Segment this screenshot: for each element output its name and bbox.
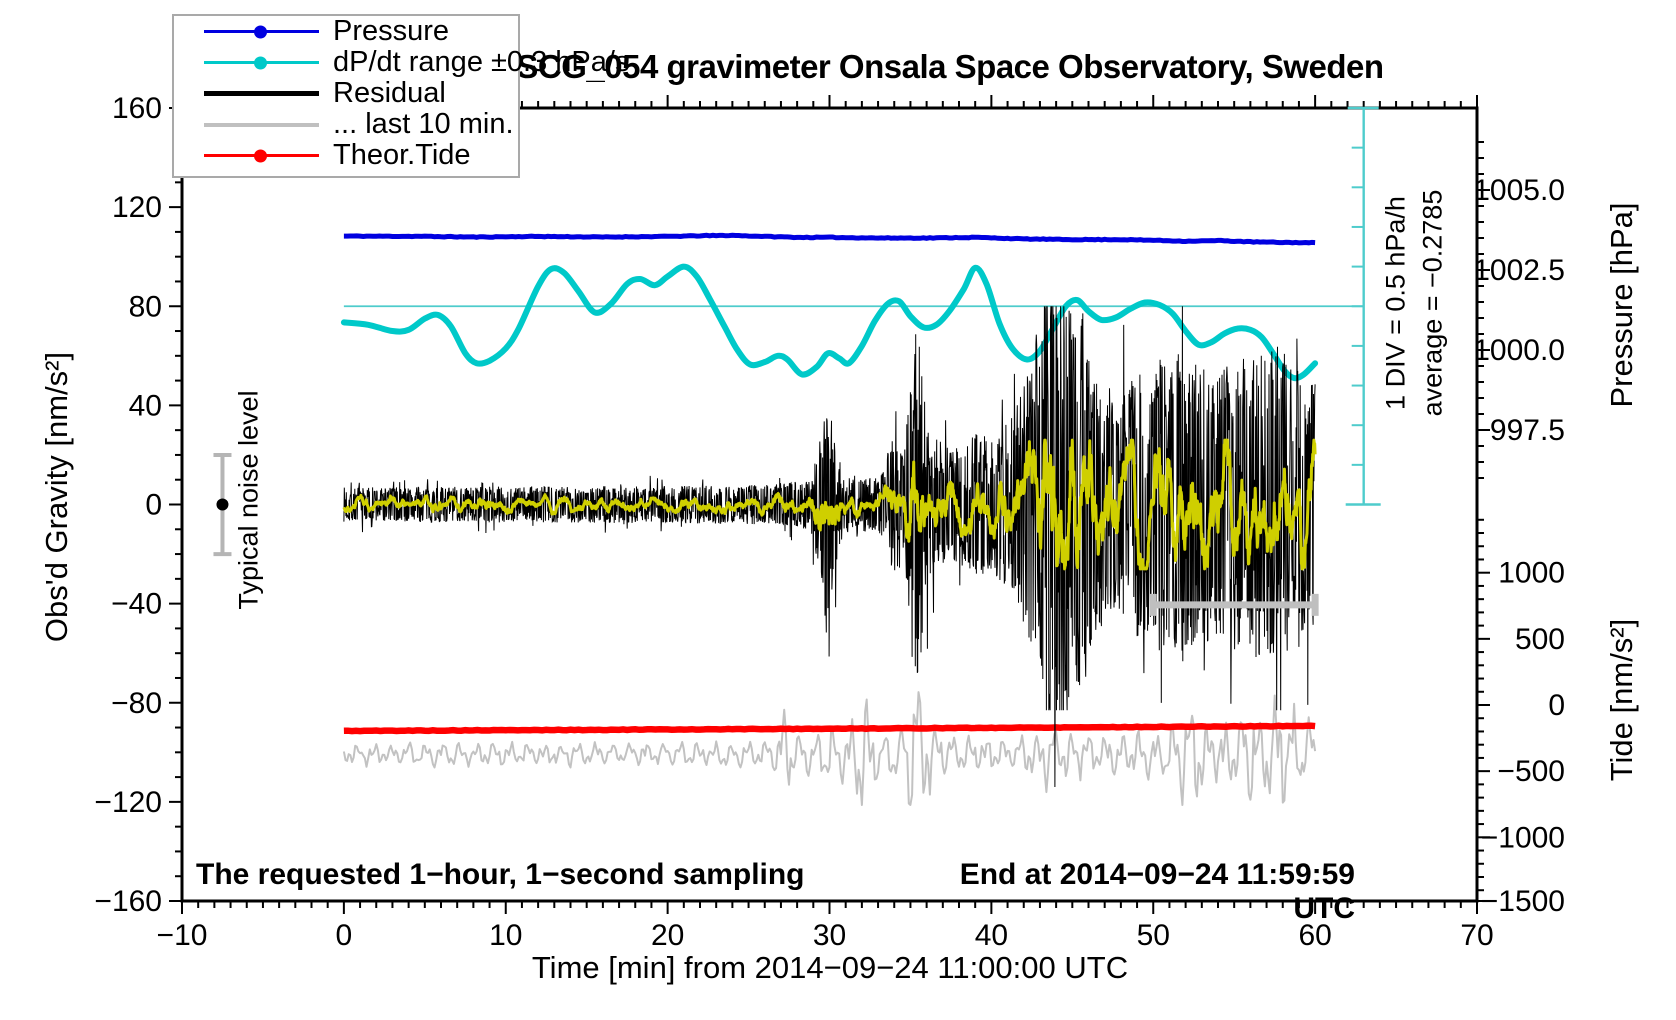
residual-series-line [343,306,1316,788]
tide-tick-label: 0 [1548,689,1565,722]
legend-sample-line [204,25,319,38]
legend-sample-line [204,91,319,96]
pressure-tick-label: 997.5 [1490,414,1565,447]
tide-tick-label: −1000 [1481,821,1565,854]
gravity-tick-label: −80 [111,687,162,720]
pressure-tick-label: 1002.5 [1473,254,1565,287]
legend-item-label: ... last 10 min. [333,108,514,140]
legend-sample-line [204,56,319,69]
x-tick-label: 50 [1137,919,1170,952]
pressure-tick-label: 1005.0 [1473,174,1565,207]
x-tick-label: 70 [1460,919,1493,952]
chart-title: SCG_054 gravimeter Onsala Space Observat… [516,48,1384,85]
residual-smooth-line [342,438,1317,571]
typical-noise-errorbar [213,452,232,557]
typical-noise-label: Typical noise level [233,390,264,610]
x-tick-label: 0 [336,919,353,952]
x-axis-title: Time [min] from 2014−09−24 11:00:00 UTC [531,950,1129,985]
tide-axis-title: Tide [nm/s²] [1604,618,1639,782]
legend-item-label: Pressure [333,15,450,47]
average-label: average = −0.2785 [1417,189,1448,417]
tide-residual-gray-line [342,691,1317,806]
div-scale-ruler [1345,106,1381,506]
tide-tick-label: −500 [1497,755,1565,788]
legend-sample-line [204,122,319,127]
theor-tide-line [343,722,1316,735]
legend-item-dp-dt-range-0-3-hpa-s: dP/dt range ±0.3 hPa/s [174,46,629,78]
sampling-note: The requested 1−hour, 1−second sampling [196,858,805,891]
pressure-series-line [343,232,1316,246]
legend-item-label: dP/dt range ±0.3 hPa/s [333,46,630,78]
gravity-tick-label: 40 [129,389,162,422]
legend-item-theor-tide: Theor.Tide [174,139,518,171]
pressure-tick-label: 1000.0 [1473,334,1565,367]
end-time-note: End at 2014−09−24 11:59:59 UTC [959,858,1355,925]
gravity-tick-label: 0 [145,489,162,522]
legend-sample-line [204,149,319,162]
noise-center-dot [216,498,229,511]
legend: Pressure dP/dt range ±0.3 hPa/s Residual..… [172,14,629,178]
x-tick-label: −10 [157,919,208,952]
gravity-axis-ticks: 160 120 80 40 0 −40 −80 −120 −160 [94,92,182,918]
tide-tick-label: 1000 [1498,557,1565,590]
x-tick-label: 10 [489,919,522,952]
legend-item-pressure: Pressure [174,15,518,47]
gravity-axis-title: Obs'd Gravity [nm/s²] [39,351,74,643]
gravity-tick-label: 120 [112,191,162,224]
legend-sample-dot [254,56,267,69]
last-10-min-bar [1149,593,1319,616]
tide-tick-label: −1500 [1481,885,1565,918]
gravity-tick-label: −40 [111,588,162,621]
x-tick-label: 20 [651,919,684,952]
gravity-tick-label: −120 [94,786,162,819]
tide-tick-label: 500 [1515,623,1565,656]
gravity-tick-label: 160 [112,92,162,125]
x-tick-label: 30 [813,919,846,952]
x-tick-label: 40 [975,919,1008,952]
gravity-tick-label: 80 [129,290,162,323]
gravity-tick-label: −160 [94,885,162,918]
dpdt-series-line [340,263,1319,382]
x-tick-label: 60 [1298,919,1331,952]
legend-item-label: Theor.Tide [333,139,471,171]
legend-sample-dot [254,149,267,162]
pressure-axis-title: Pressure [hPa] [1604,202,1639,408]
legend-sample-dot [254,25,267,38]
legend-item-last-10-min: ... last 10 min. [174,108,518,140]
right-axis-ticks: 1005.0 1002.5 1000.0 997.5 1000 500 0 −500 −1000… [1473,141,1565,918]
legend-item-residual: Residual [174,77,518,109]
legend-item-label: Residual [333,77,446,109]
div-scale-label: 1 DIV = 0.5 hPa/h [1380,196,1411,410]
